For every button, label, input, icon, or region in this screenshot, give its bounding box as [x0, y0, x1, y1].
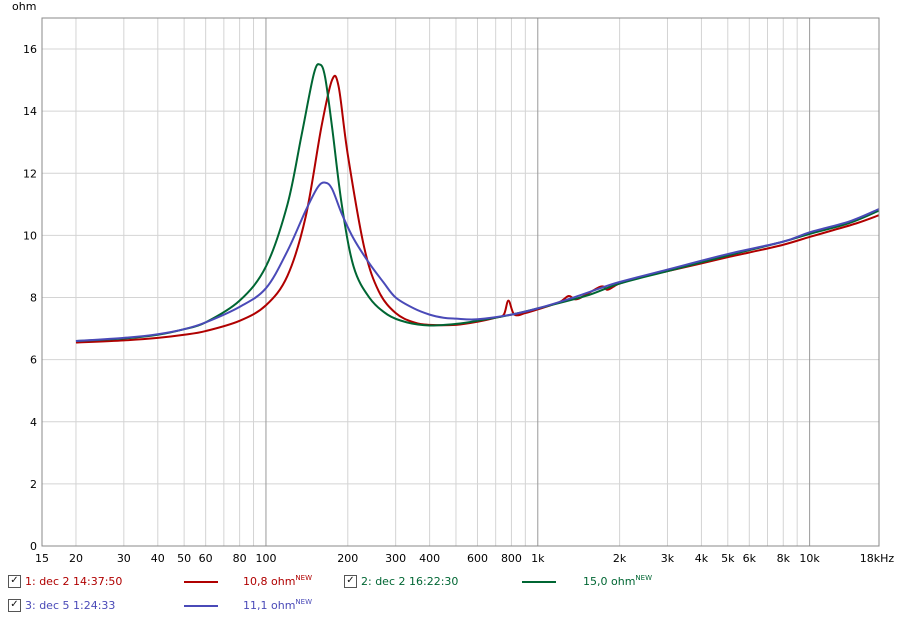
x-tick-label: 400: [419, 552, 440, 565]
y-tick-label: 12: [23, 167, 37, 180]
y-tick-label: 14: [23, 105, 37, 118]
x-tick-label: 1k: [531, 552, 545, 565]
legend-item-3[interactable]: ✓ 3: dec 5 1:24:33: [8, 596, 115, 614]
y-tick-label: 8: [30, 292, 37, 305]
x-tick-label: 100: [255, 552, 276, 565]
y-tick-label: 6: [30, 354, 37, 367]
legend-label-1: 1: dec 2 14:37:50: [25, 574, 123, 588]
legend-swatch-3: [184, 605, 218, 607]
x-tick-label: 20: [69, 552, 83, 565]
series-group: [75, 63, 880, 344]
legend-checkbox-1[interactable]: ✓: [8, 574, 21, 588]
x-tick-label: 60: [199, 552, 213, 565]
x-tick-label: 2k: [613, 552, 627, 565]
legend-label-2: 2: dec 2 16:22:30: [361, 574, 459, 588]
x-tick-label: 18kHz: [860, 552, 895, 565]
legend-checkbox-3[interactable]: ✓: [8, 598, 21, 612]
y-tick-label: 2: [30, 478, 37, 491]
x-tick-label: 50: [177, 552, 191, 565]
x-axis: 15 20 30 40 50 60 80 100 200 300 400 600 800 1k 2k 3k 4k…: [35, 552, 894, 565]
legend-swatch-2: [522, 581, 556, 583]
x-tick-label: 40: [151, 552, 165, 565]
x-tick-label: 800: [501, 552, 522, 565]
legend-value-1: 10,8 ohmNEW: [243, 574, 312, 588]
x-tick-label: 8k: [777, 552, 791, 565]
x-tick-label: 10k: [799, 552, 820, 565]
x-tick-label: 6k: [743, 552, 757, 565]
legend-value-3: 11,1 ohmNEW: [243, 598, 312, 612]
legend-item-2[interactable]: ✓ 2: dec 2 16:22:30: [344, 572, 458, 590]
y-axis-label: ohm: [12, 0, 37, 13]
legend-label-3: 3: dec 5 1:24:33: [25, 598, 116, 612]
x-tick-label: 15: [35, 552, 49, 565]
legend-swatch-1: [184, 581, 218, 583]
x-tick-label: 5k: [721, 552, 735, 565]
legend: ✓ 1: dec 2 14:37:50 10,8 ohmNEW ✓ 2: dec…: [0, 566, 900, 620]
series-line-3: [75, 181, 880, 343]
x-tick-label: 600: [467, 552, 488, 565]
legend-item-1[interactable]: ✓ 1: dec 2 14:37:50: [8, 572, 122, 590]
y-tick-label: 16: [23, 43, 37, 56]
series-line-2: [75, 63, 880, 343]
x-tick-label: 4k: [695, 552, 709, 565]
legend-value-2: 15,0 ohmNEW: [583, 574, 652, 588]
y-axis: 0 2 4 6 8 10 12 14 16: [23, 43, 37, 553]
y-tick-label: 10: [23, 229, 37, 242]
x-tick-label: 80: [233, 552, 247, 565]
new-badge: NEW: [635, 574, 652, 582]
y-tick-label: 0: [30, 540, 37, 553]
new-badge: NEW: [295, 574, 312, 582]
x-tick-label: 200: [337, 552, 358, 565]
x-tick-label: 3k: [661, 552, 675, 565]
new-badge: NEW: [295, 598, 312, 606]
impedance-chart: 0 2 4 6 8 10 12 14 16 15 20 30 40 50 60 80 100 200 300 400…: [23, 17, 894, 565]
plot-frame: [41, 17, 880, 547]
grid: [42, 18, 879, 547]
legend-checkbox-2[interactable]: ✓: [344, 574, 357, 588]
x-tick-label: 300: [385, 552, 406, 565]
y-tick-label: 4: [30, 416, 37, 429]
x-tick-label: 30: [117, 552, 131, 565]
